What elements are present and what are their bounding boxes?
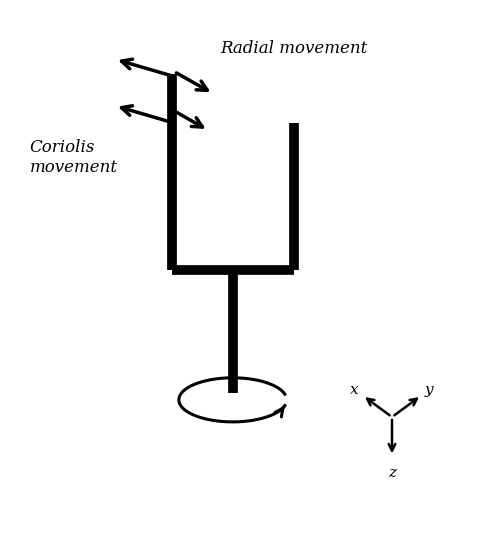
- Text: z: z: [388, 466, 396, 480]
- Text: x: x: [350, 383, 359, 397]
- Text: y: y: [425, 383, 434, 397]
- Text: Radial movement: Radial movement: [220, 40, 368, 57]
- Text: Coriolis
movement: Coriolis movement: [29, 139, 118, 176]
